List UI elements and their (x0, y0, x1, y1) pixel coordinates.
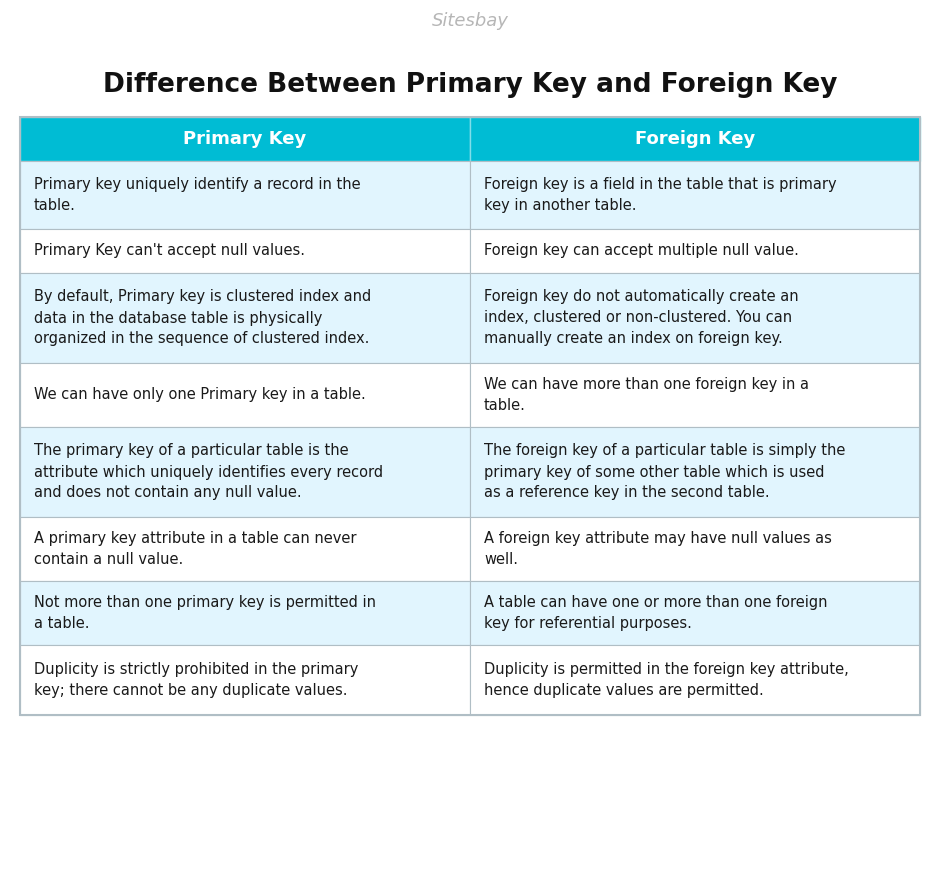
Bar (20, 363, 470, 427)
Text: A foreign key attribute may have null values as
well.: A foreign key attribute may have null va… (484, 531, 832, 567)
Bar (20, 645, 470, 715)
Bar (470, 117, 920, 161)
Text: Foreign key can accept multiple null value.: Foreign key can accept multiple null val… (484, 244, 799, 259)
Bar (20, 427, 470, 517)
Text: Primary key uniquely identify a record in the
table.: Primary key uniquely identify a record i… (34, 177, 361, 213)
Bar (20, 581, 470, 645)
Bar (20, 117, 920, 715)
Bar (470, 363, 920, 427)
Bar (470, 517, 920, 581)
Text: Foreign Key: Foreign Key (634, 130, 755, 148)
Text: A table can have one or more than one foreign
key for referential purposes.: A table can have one or more than one fo… (484, 595, 827, 631)
Text: Foreign key is a field in the table that is primary
key in another table.: Foreign key is a field in the table that… (484, 177, 837, 213)
Bar (20, 517, 470, 581)
Bar (470, 229, 920, 273)
Bar (20, 161, 470, 229)
Text: Duplicity is strictly prohibited in the primary
key; there cannot be any duplica: Duplicity is strictly prohibited in the … (34, 662, 358, 698)
Bar (470, 161, 920, 229)
Text: Not more than one primary key is permitted in
a table.: Not more than one primary key is permitt… (34, 595, 376, 631)
Text: Foreign key do not automatically create an
index, clustered or non-clustered. Yo: Foreign key do not automatically create … (484, 289, 799, 346)
Text: We can have only one Primary key in a table.: We can have only one Primary key in a ta… (34, 388, 366, 403)
Bar (470, 645, 920, 715)
Text: Primary Key: Primary Key (183, 130, 306, 148)
Text: By default, Primary key is clustered index and
data in the database table is phy: By default, Primary key is clustered ind… (34, 289, 371, 346)
Text: Difference Between Primary Key and Foreign Key: Difference Between Primary Key and Forei… (102, 72, 838, 98)
Text: We can have more than one foreign key in a
table.: We can have more than one foreign key in… (484, 377, 809, 413)
Bar (20, 273, 470, 363)
Text: The foreign key of a particular table is simply the
primary key of some other ta: The foreign key of a particular table is… (484, 444, 845, 501)
Text: Sitesbay: Sitesbay (431, 12, 509, 30)
Bar (470, 273, 920, 363)
Bar (470, 581, 920, 645)
Bar (20, 117, 470, 161)
Bar (470, 427, 920, 517)
Bar (20, 229, 470, 273)
Text: A primary key attribute in a table can never
contain a null value.: A primary key attribute in a table can n… (34, 531, 356, 567)
Text: Duplicity is permitted in the foreign key attribute,
hence duplicate values are : Duplicity is permitted in the foreign ke… (484, 662, 849, 698)
Text: The primary key of a particular table is the
attribute which uniquely identifies: The primary key of a particular table is… (34, 444, 384, 501)
Text: Primary Key can't accept null values.: Primary Key can't accept null values. (34, 244, 305, 259)
